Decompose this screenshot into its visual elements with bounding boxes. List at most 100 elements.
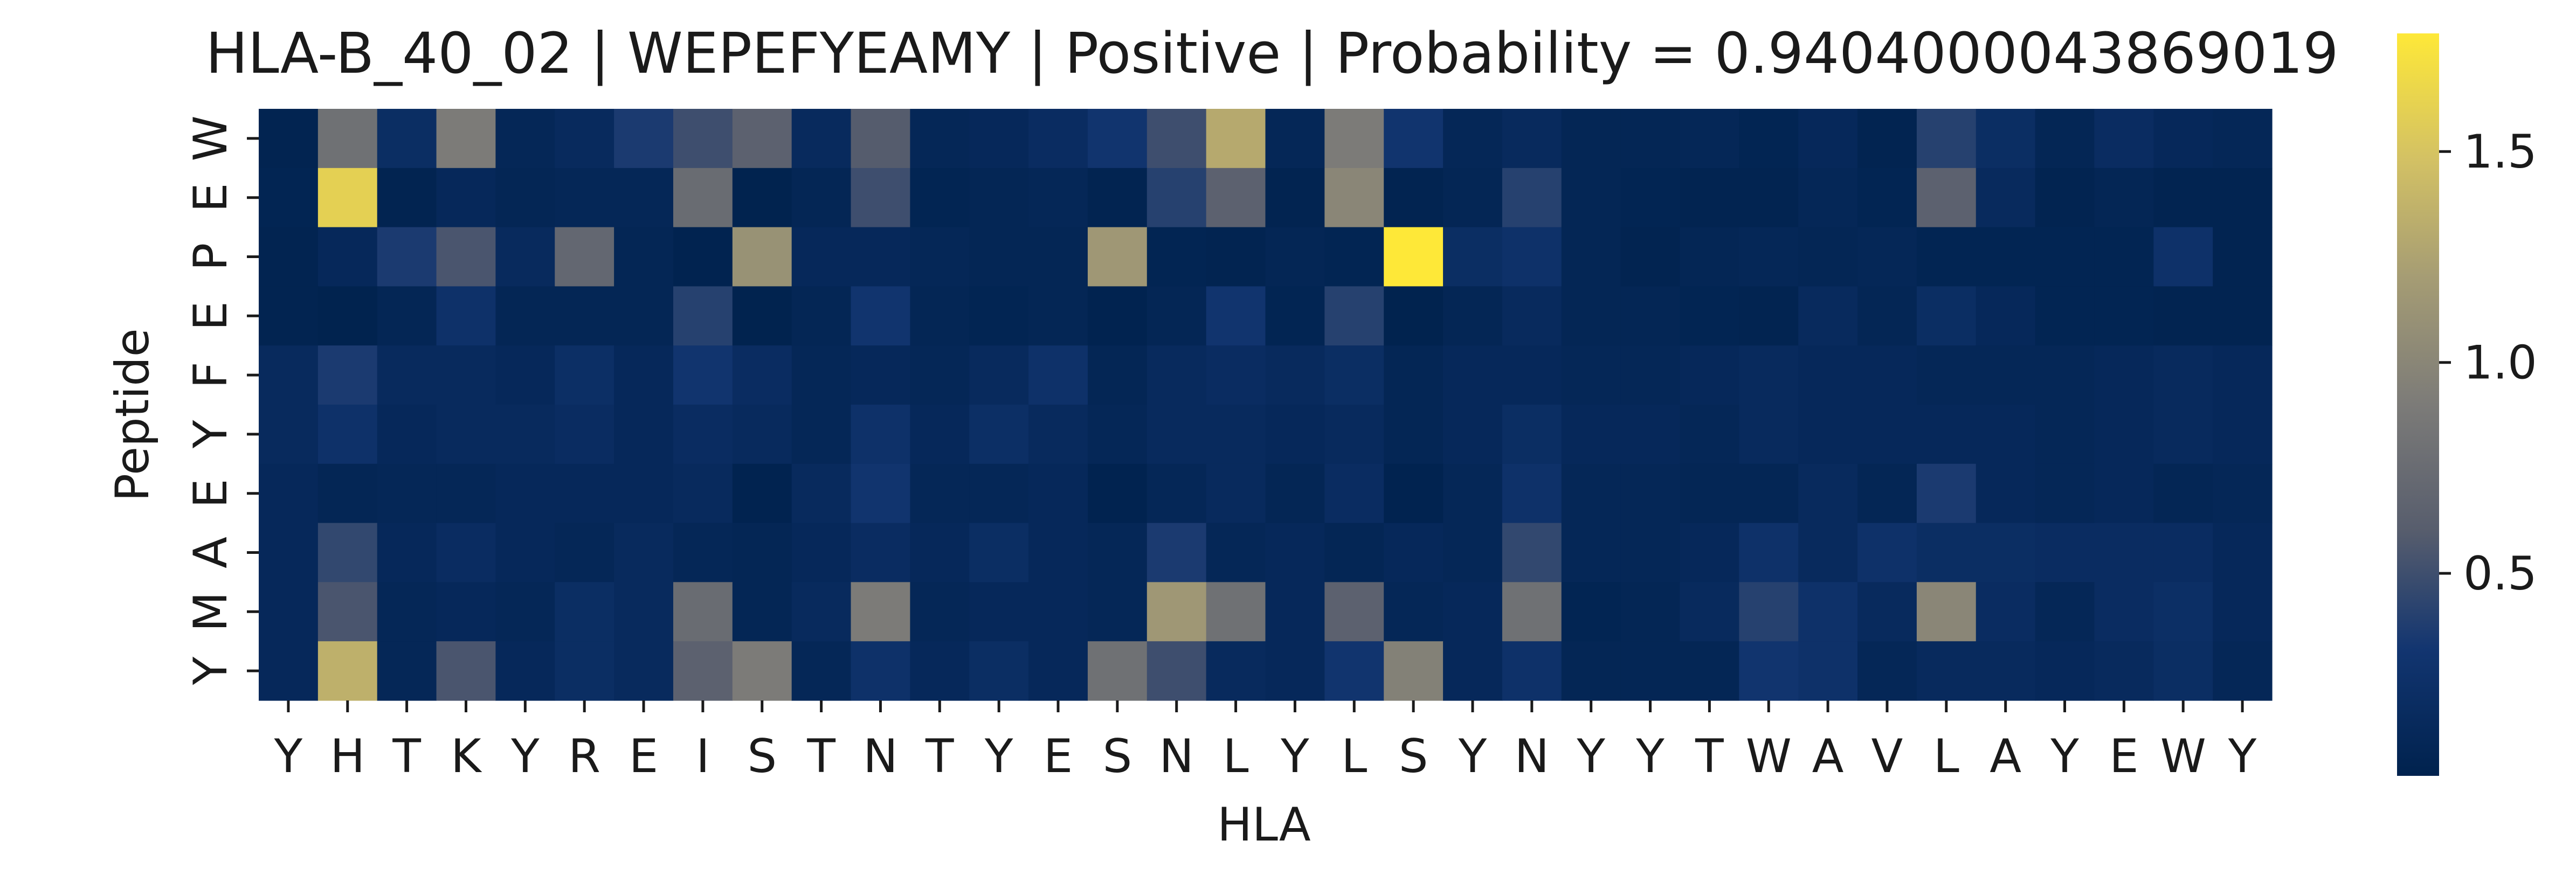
heatmap-cell — [1739, 463, 1799, 524]
heatmap-cell — [2153, 227, 2213, 287]
heatmap-cell — [2153, 582, 2213, 642]
heatmap-cell — [910, 641, 970, 701]
heatmap-cell — [969, 523, 1029, 582]
heatmap-cell — [1147, 463, 1207, 524]
heatmap-cell — [1502, 109, 1562, 169]
heatmap-cell — [1916, 641, 1977, 701]
heatmap-cell — [1502, 227, 1562, 287]
heatmap-cell — [851, 227, 910, 287]
heatmap-cell — [1324, 345, 1384, 405]
heatmap-cell — [673, 168, 733, 228]
heatmap-cell — [1443, 641, 1503, 701]
heatmap-cell — [1324, 109, 1384, 169]
heatmap-cell — [614, 345, 674, 405]
heatmap-cell — [2094, 168, 2154, 228]
heatmap-cell — [1028, 109, 1088, 169]
heatmap-cell — [1976, 286, 2036, 346]
heatmap-cell — [1147, 168, 1207, 228]
heatmap-cell — [1680, 109, 1739, 169]
heatmap-cell — [377, 405, 437, 464]
heatmap-cell — [2094, 286, 2154, 346]
y-tick-label: E — [184, 183, 238, 212]
heatmap-cell — [1798, 641, 1858, 701]
heatmap-cell — [1443, 109, 1503, 169]
heatmap-cell — [791, 582, 852, 642]
heatmap-cell — [1739, 168, 1799, 228]
heatmap-cell — [1384, 168, 1444, 228]
heatmap-cell — [1976, 582, 2036, 642]
heatmap-cell — [1384, 345, 1444, 405]
heatmap-cell — [614, 286, 674, 346]
heatmap-cell — [1384, 641, 1444, 701]
heatmap-cell — [2153, 405, 2213, 464]
heatmap-cell — [1324, 405, 1384, 464]
heatmap-cell — [910, 109, 970, 169]
heatmap-cell — [1265, 582, 1325, 642]
x-tick-label: R — [568, 730, 600, 783]
heatmap-cell — [555, 523, 614, 582]
heatmap-cell — [1265, 286, 1325, 346]
x-tick-label: W — [1746, 730, 1792, 783]
heatmap-cell — [1976, 345, 2036, 405]
heatmap-cell — [673, 227, 733, 287]
heatmap-cell — [2213, 345, 2273, 405]
heatmap-cell — [1384, 286, 1444, 346]
heatmap-cell — [2035, 463, 2095, 524]
x-tick-label: I — [696, 730, 709, 783]
heatmap-cell — [969, 227, 1029, 287]
heatmap-cell — [1443, 523, 1503, 582]
heatmap-cell — [969, 109, 1029, 169]
heatmap-cell — [1502, 168, 1562, 228]
heatmap-cell — [259, 109, 319, 169]
heatmap-cell — [614, 641, 674, 701]
heatmap-cell — [259, 405, 319, 464]
heatmap-cell — [1857, 227, 1917, 287]
heatmap-cell — [791, 641, 852, 701]
heatmap-cell — [2153, 641, 2213, 701]
x-tick-label: A — [1812, 730, 1844, 783]
x-tick-label: T — [925, 730, 954, 783]
heatmap-cell — [1620, 641, 1681, 701]
heatmap-cell — [1443, 405, 1503, 464]
heatmap-cell — [2094, 109, 2154, 169]
heatmap-cell — [1324, 641, 1384, 701]
heatmap-cell — [1561, 345, 1621, 405]
heatmap-cell — [495, 109, 555, 169]
heatmap-cell — [1324, 286, 1384, 346]
x-tick-label: E — [1044, 730, 1073, 783]
heatmap-cell — [910, 286, 970, 346]
heatmap-cell — [1502, 641, 1562, 701]
heatmap-cell — [2153, 286, 2213, 346]
heatmap-cell — [1857, 109, 1917, 169]
heatmap-cell — [1147, 523, 1207, 582]
heatmap-cell — [317, 168, 378, 228]
x-tick-label: Y — [1280, 730, 1309, 783]
heatmap-cell — [1087, 168, 1148, 228]
heatmap-cell — [1265, 641, 1325, 701]
heatmap-cell — [1739, 286, 1799, 346]
heatmap-cell — [791, 109, 852, 169]
heatmap-cell — [1087, 227, 1148, 287]
heatmap-cell — [555, 582, 614, 642]
heatmap-cell — [1561, 405, 1621, 464]
heatmap-cell — [2035, 345, 2095, 405]
heatmap-cell — [1739, 109, 1799, 169]
heatmap-cell — [1147, 345, 1207, 405]
heatmap-cell — [614, 227, 674, 287]
x-tick-label: L — [1223, 730, 1249, 783]
heatmap-cell — [377, 582, 437, 642]
y-tick-label: A — [184, 537, 238, 568]
heatmap-cell — [673, 463, 733, 524]
heatmap-cell — [1976, 227, 2036, 287]
heatmap-cell — [1502, 463, 1562, 524]
heatmap-cell — [2213, 286, 2273, 346]
heatmap-cell — [436, 227, 496, 287]
heatmap-cell — [1857, 641, 1917, 701]
heatmap-cell — [495, 523, 555, 582]
heatmap-cell — [910, 405, 970, 464]
heatmap-cell — [1087, 345, 1148, 405]
heatmap-cell — [969, 286, 1029, 346]
heatmap-cell — [1384, 582, 1444, 642]
x-tick-label: L — [1341, 730, 1367, 783]
heatmap-cell — [1206, 227, 1266, 287]
